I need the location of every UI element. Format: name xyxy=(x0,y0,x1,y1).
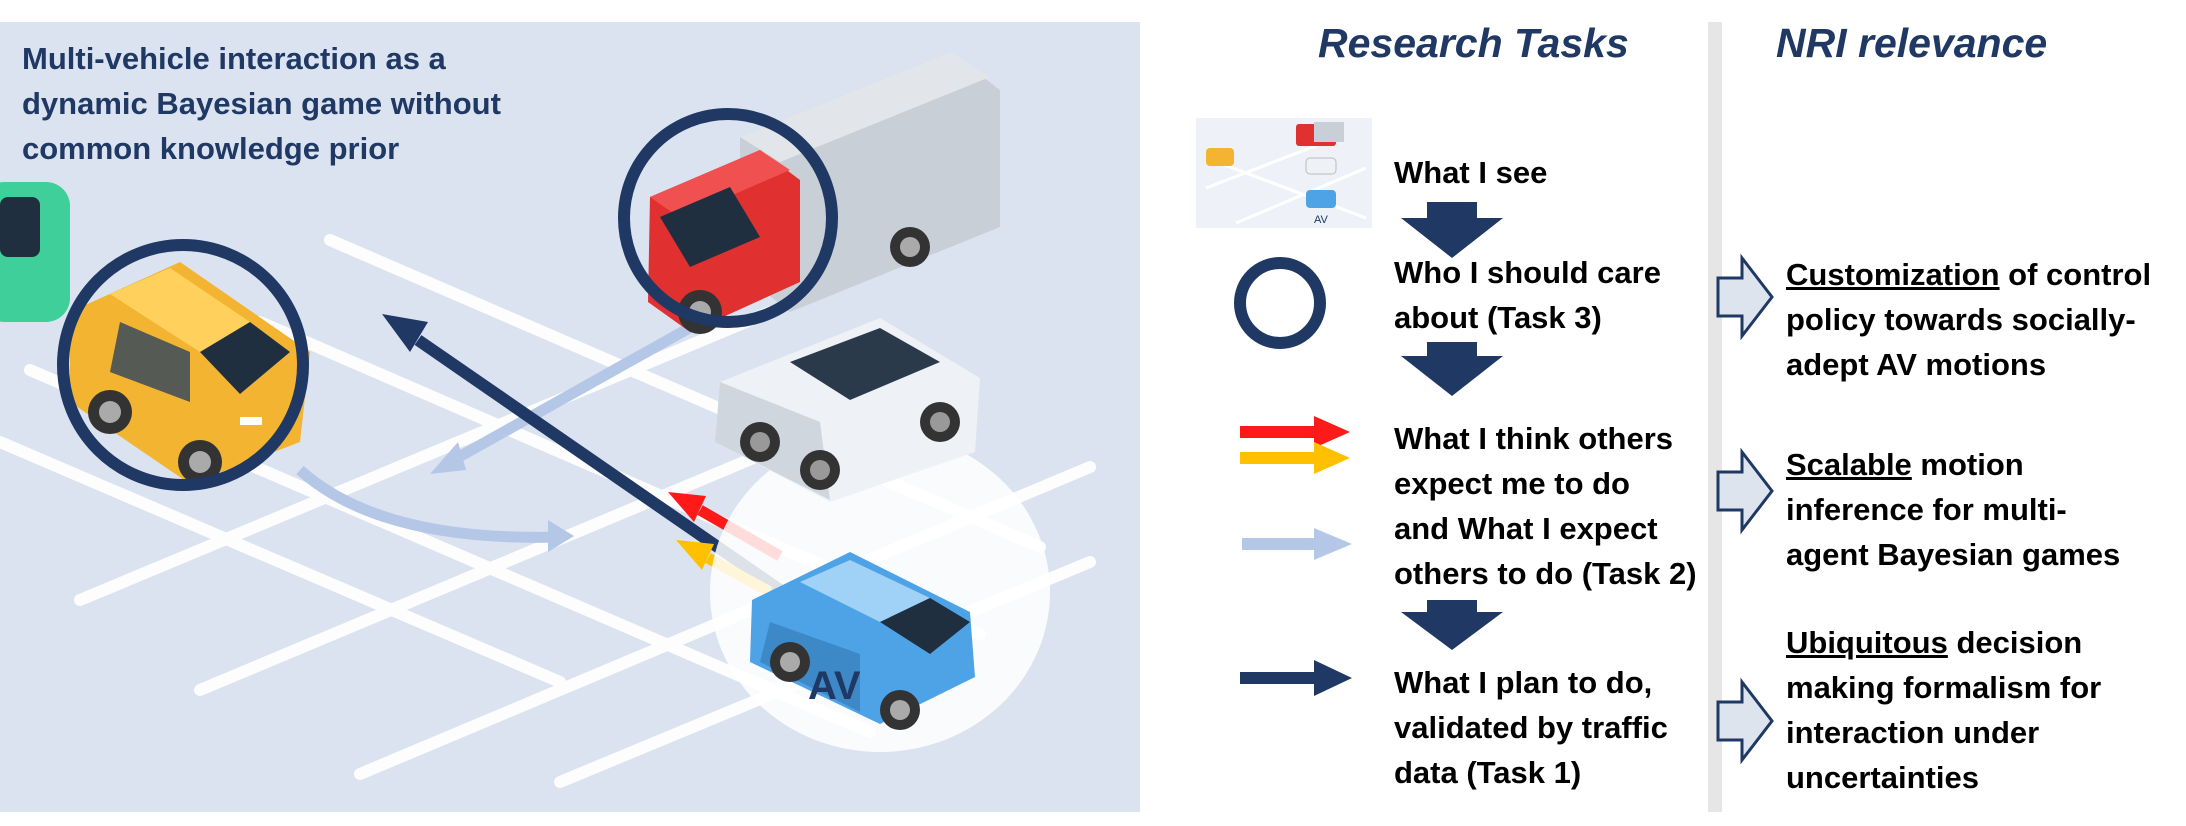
scene-title: Multi-vehicle interaction as a dynamic B… xyxy=(22,36,582,171)
nri-line: agent Bayesian games xyxy=(1786,537,2121,572)
yellow-car xyxy=(70,262,310,484)
scene-thumbnail: AV xyxy=(1196,118,1372,228)
relevance-arrows xyxy=(1716,253,1774,765)
traffic-scene-illustration xyxy=(0,22,1140,812)
nri-keyword: Customization xyxy=(1786,257,2000,292)
predicted-trajectory-light xyxy=(296,317,703,543)
nri-line: Ubiquitous decision xyxy=(1786,620,2186,665)
light-arrowhead-2 xyxy=(548,520,574,552)
light-arrowhead-1 xyxy=(430,442,466,474)
nri-text: of control xyxy=(1999,257,2152,292)
nri-line: uncertainties xyxy=(1786,760,1979,795)
task-line: Who I should care xyxy=(1394,255,1661,290)
task-line: What I see xyxy=(1394,155,1548,190)
hollow-right-arrow-icon xyxy=(1716,677,1774,765)
nri-scalable: Scalable motion inference for multi- age… xyxy=(1786,442,2186,577)
nri-text: decision xyxy=(1947,625,2083,660)
task-line: expect me to do xyxy=(1394,466,1630,501)
av-car xyxy=(750,552,975,730)
red-truck xyxy=(648,52,1000,334)
scene-title-line: common knowledge prior xyxy=(22,131,400,166)
task-line: others to do (Task 2) xyxy=(1394,556,1697,591)
nri-line: interaction under xyxy=(1786,715,2040,750)
nri-line: policy towards socially- xyxy=(1786,302,2136,337)
task-plan: What I plan to do, validated by traffic … xyxy=(1394,660,1724,795)
nri-line: making formalism for xyxy=(1786,670,2102,705)
task-line: and What I expect xyxy=(1394,511,1658,546)
av-label: AV xyxy=(808,664,861,708)
hollow-right-arrow-icon xyxy=(1716,447,1774,535)
green-car xyxy=(0,182,70,322)
flow-down-arrow xyxy=(1401,202,1503,258)
nri-line: inference for multi- xyxy=(1786,492,2067,527)
nri-customization: Customization of control policy towards … xyxy=(1786,252,2186,387)
task-flow-graphics xyxy=(1234,202,1503,696)
scene-title-line: Multi-vehicle interaction as a xyxy=(22,41,446,76)
nri-keyword: Ubiquitous xyxy=(1786,625,1948,660)
flow-down-arrow xyxy=(1401,342,1503,396)
task-expectations: What I think others expect me to do and … xyxy=(1394,416,1724,596)
thumbnail-av-label: AV xyxy=(1314,214,1329,226)
attention-circle-yellow-car xyxy=(57,239,309,491)
task-line: What I think others xyxy=(1394,421,1673,456)
planned-arrowhead xyxy=(382,314,428,352)
nri-keyword: Scalable xyxy=(1786,447,1912,482)
nri-ubiquitous: Ubiquitous decision making formalism for… xyxy=(1786,620,2186,800)
attention-circle-icon xyxy=(1234,257,1326,349)
task-line: What I plan to do, xyxy=(1394,665,1653,700)
column-divider xyxy=(1708,22,1722,812)
task-line: about (Task 3) xyxy=(1394,300,1602,335)
attention-circle-truck xyxy=(618,108,838,328)
nri-line: Customization of control xyxy=(1786,252,2186,297)
research-tasks-header: Research Tasks xyxy=(1318,20,1629,66)
nri-line: adept AV motions xyxy=(1786,347,2047,382)
task-who-to-care: Who I should care about (Task 3) xyxy=(1394,250,1724,340)
nri-relevance-header: NRI relevance xyxy=(1776,20,2048,66)
scene-title-line: dynamic Bayesian game without xyxy=(22,86,501,121)
hollow-right-arrow-icon xyxy=(1716,253,1774,341)
flow-down-arrow xyxy=(1401,600,1503,650)
white-car xyxy=(715,318,980,502)
task-line: data (Task 1) xyxy=(1394,755,1582,790)
task-line: validated by traffic xyxy=(1394,710,1668,745)
nri-line: Scalable motion xyxy=(1786,442,2186,487)
task-what-i-see: What I see xyxy=(1394,150,1724,195)
nri-text: motion xyxy=(1911,447,2024,482)
